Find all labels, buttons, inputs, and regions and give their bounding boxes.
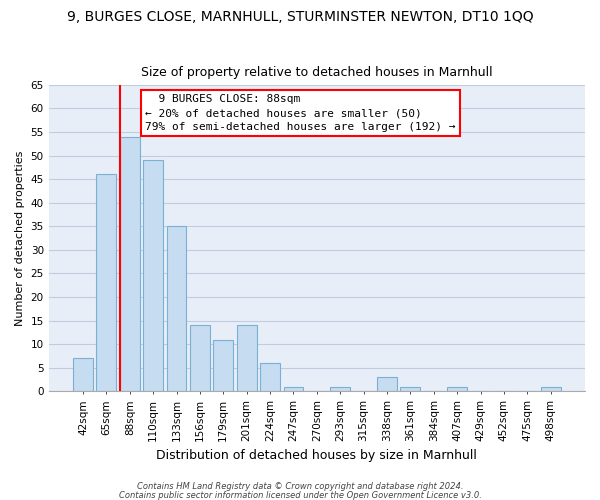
Bar bbox=[284, 386, 304, 392]
Bar bbox=[377, 378, 397, 392]
Bar bbox=[190, 326, 210, 392]
Y-axis label: Number of detached properties: Number of detached properties bbox=[15, 150, 25, 326]
Bar bbox=[237, 326, 257, 392]
Bar bbox=[120, 136, 140, 392]
Bar bbox=[447, 386, 467, 392]
Bar bbox=[73, 358, 93, 392]
Bar bbox=[541, 386, 560, 392]
Bar bbox=[97, 174, 116, 392]
Bar bbox=[167, 226, 187, 392]
Bar bbox=[214, 340, 233, 392]
Text: 9 BURGES CLOSE: 88sqm  
← 20% of detached houses are smaller (50)
79% of semi-de: 9 BURGES CLOSE: 88sqm ← 20% of detached … bbox=[145, 94, 456, 132]
Bar bbox=[400, 386, 421, 392]
Bar bbox=[330, 386, 350, 392]
Text: Contains HM Land Registry data © Crown copyright and database right 2024.: Contains HM Land Registry data © Crown c… bbox=[137, 482, 463, 491]
Bar bbox=[143, 160, 163, 392]
Text: Contains public sector information licensed under the Open Government Licence v3: Contains public sector information licen… bbox=[119, 490, 481, 500]
Title: Size of property relative to detached houses in Marnhull: Size of property relative to detached ho… bbox=[141, 66, 493, 80]
X-axis label: Distribution of detached houses by size in Marnhull: Distribution of detached houses by size … bbox=[157, 450, 477, 462]
Bar bbox=[260, 363, 280, 392]
Text: 9, BURGES CLOSE, MARNHULL, STURMINSTER NEWTON, DT10 1QQ: 9, BURGES CLOSE, MARNHULL, STURMINSTER N… bbox=[67, 10, 533, 24]
